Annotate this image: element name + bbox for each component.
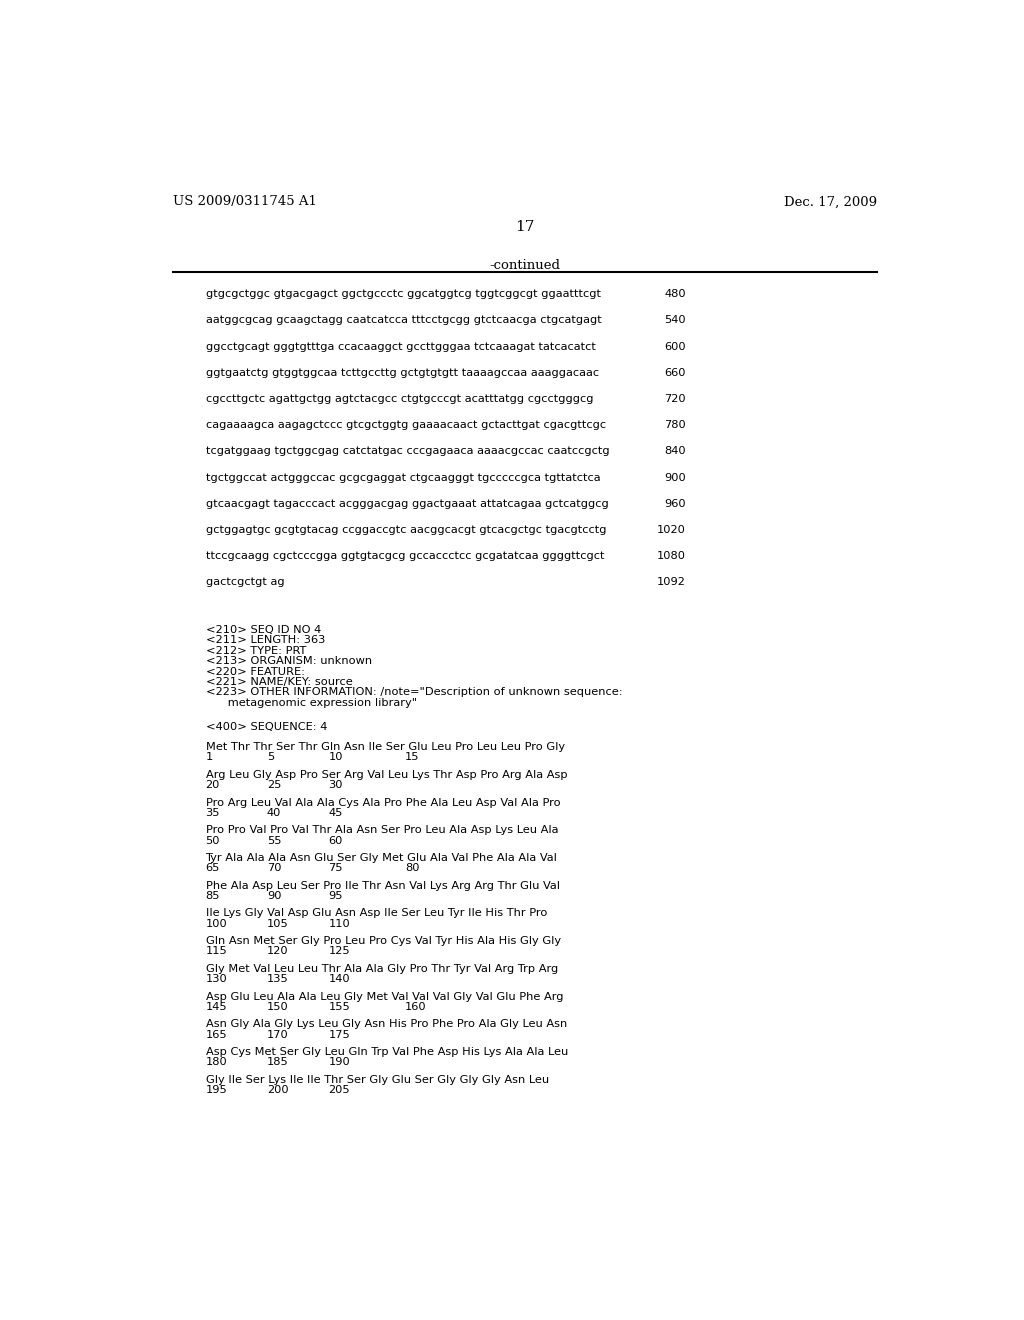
Text: 170: 170 [267,1030,289,1040]
Text: 185: 185 [267,1057,289,1068]
Text: 65: 65 [206,863,220,874]
Text: <210> SEQ ID NO 4: <210> SEQ ID NO 4 [206,626,321,635]
Text: Gln Asn Met Ser Gly Pro Leu Pro Cys Val Tyr His Ala His Gly Gly: Gln Asn Met Ser Gly Pro Leu Pro Cys Val … [206,936,560,946]
Text: aatggcgcag gcaagctagg caatcatcca tttcctgcgg gtctcaacga ctgcatgagt: aatggcgcag gcaagctagg caatcatcca tttcctg… [206,315,601,326]
Text: 35: 35 [206,808,220,818]
Text: <221> NAME/KEY: source: <221> NAME/KEY: source [206,677,352,686]
Text: 155: 155 [329,1002,350,1012]
Text: 145: 145 [206,1002,227,1012]
Text: 10: 10 [329,752,343,763]
Text: <220> FEATURE:: <220> FEATURE: [206,667,304,677]
Text: 115: 115 [206,946,227,957]
Text: 90: 90 [267,891,282,902]
Text: Ile Lys Gly Val Asp Glu Asn Asp Ile Ser Leu Tyr Ile His Thr Pro: Ile Lys Gly Val Asp Glu Asn Asp Ile Ser … [206,908,547,919]
Text: 165: 165 [206,1030,227,1040]
Text: <211> LENGTH: 363: <211> LENGTH: 363 [206,635,325,645]
Text: 40: 40 [267,808,282,818]
Text: Gly Ile Ser Lys Ile Ile Thr Ser Gly Glu Ser Gly Gly Gly Asn Leu: Gly Ile Ser Lys Ile Ile Thr Ser Gly Glu … [206,1074,549,1085]
Text: 130: 130 [206,974,227,985]
Text: 960: 960 [665,499,686,508]
Text: Asn Gly Ala Gly Lys Leu Gly Asn His Pro Phe Pro Ala Gly Leu Asn: Asn Gly Ala Gly Lys Leu Gly Asn His Pro … [206,1019,566,1030]
Text: Gly Met Val Leu Leu Thr Ala Ala Gly Pro Thr Tyr Val Arg Trp Arg: Gly Met Val Leu Leu Thr Ala Ala Gly Pro … [206,964,558,974]
Text: gtgcgctggc gtgacgagct ggctgccctc ggcatggtcg tggtcggcgt ggaatttcgt: gtgcgctggc gtgacgagct ggctgccctc ggcatgg… [206,289,600,300]
Text: 780: 780 [665,420,686,430]
Text: 30: 30 [329,780,343,791]
Text: cgccttgctc agattgctgg agtctacgcc ctgtgcccgt acatttatgg cgcctgggcg: cgccttgctc agattgctgg agtctacgcc ctgtgcc… [206,395,593,404]
Text: 720: 720 [665,395,686,404]
Text: gctggagtgc gcgtgtacag ccggaccgtc aacggcacgt gtcacgctgc tgacgtcctg: gctggagtgc gcgtgtacag ccggaccgtc aacggca… [206,525,606,535]
Text: 15: 15 [404,752,420,763]
Text: 1080: 1080 [657,552,686,561]
Text: Tyr Ala Ala Ala Asn Glu Ser Gly Met Glu Ala Val Phe Ala Ala Val: Tyr Ala Ala Ala Asn Glu Ser Gly Met Glu … [206,853,557,863]
Text: gtcaacgagt tagacccact acgggacgag ggactgaaat attatcagaa gctcatggcg: gtcaacgagt tagacccact acgggacgag ggactga… [206,499,608,508]
Text: Arg Leu Gly Asp Pro Ser Arg Val Leu Lys Thr Asp Pro Arg Ala Asp: Arg Leu Gly Asp Pro Ser Arg Val Leu Lys … [206,770,567,780]
Text: 85: 85 [206,891,220,902]
Text: 1: 1 [206,752,213,763]
Text: 95: 95 [329,891,343,902]
Text: Met Thr Thr Ser Thr Gln Asn Ile Ser Glu Leu Pro Leu Leu Pro Gly: Met Thr Thr Ser Thr Gln Asn Ile Ser Glu … [206,742,564,752]
Text: 100: 100 [206,919,227,929]
Text: 20: 20 [206,780,220,791]
Text: 125: 125 [329,946,350,957]
Text: 5: 5 [267,752,274,763]
Text: 17: 17 [515,220,535,234]
Text: 190: 190 [329,1057,350,1068]
Text: 55: 55 [267,836,282,846]
Text: 75: 75 [329,863,343,874]
Text: ggcctgcagt gggtgtttga ccacaaggct gccttgggaa tctcaaagat tatcacatct: ggcctgcagt gggtgtttga ccacaaggct gccttgg… [206,342,595,351]
Text: 195: 195 [206,1085,227,1096]
Text: US 2009/0311745 A1: US 2009/0311745 A1 [173,195,316,209]
Text: 600: 600 [665,342,686,351]
Text: tgctggccat actgggccac gcgcgaggat ctgcaagggt tgcccccgca tgttatctca: tgctggccat actgggccac gcgcgaggat ctgcaag… [206,473,600,483]
Text: 180: 180 [206,1057,227,1068]
Text: 140: 140 [329,974,350,985]
Text: -continued: -continued [489,259,560,272]
Text: 60: 60 [329,836,343,846]
Text: 900: 900 [665,473,686,483]
Text: 120: 120 [267,946,289,957]
Text: Dec. 17, 2009: Dec. 17, 2009 [783,195,877,209]
Text: gactcgctgt ag: gactcgctgt ag [206,577,284,587]
Text: tcgatggaag tgctggcgag catctatgac cccgagaaca aaaacgccac caatccgctg: tcgatggaag tgctggcgag catctatgac cccgaga… [206,446,609,457]
Text: <223> OTHER INFORMATION: /note="Description of unknown sequence:: <223> OTHER INFORMATION: /note="Descript… [206,688,623,697]
Text: 840: 840 [665,446,686,457]
Text: metagenomic expression library": metagenomic expression library" [206,698,417,708]
Text: 540: 540 [665,315,686,326]
Text: 110: 110 [329,919,350,929]
Text: 480: 480 [665,289,686,300]
Text: 45: 45 [329,808,343,818]
Text: 150: 150 [267,1002,289,1012]
Text: <212> TYPE: PRT: <212> TYPE: PRT [206,645,306,656]
Text: Pro Pro Val Pro Val Thr Ala Asn Ser Pro Leu Ala Asp Lys Leu Ala: Pro Pro Val Pro Val Thr Ala Asn Ser Pro … [206,825,558,836]
Text: 1092: 1092 [657,577,686,587]
Text: 25: 25 [267,780,282,791]
Text: cagaaaagca aagagctccc gtcgctggtg gaaaacaact gctacttgat cgacgttcgc: cagaaaagca aagagctccc gtcgctggtg gaaaaca… [206,420,605,430]
Text: Asp Cys Met Ser Gly Leu Gln Trp Val Phe Asp His Lys Ala Ala Leu: Asp Cys Met Ser Gly Leu Gln Trp Val Phe … [206,1047,567,1057]
Text: 135: 135 [267,974,289,985]
Text: 80: 80 [404,863,420,874]
Text: <213> ORGANISM: unknown: <213> ORGANISM: unknown [206,656,372,667]
Text: 50: 50 [206,836,220,846]
Text: 105: 105 [267,919,289,929]
Text: 205: 205 [329,1085,350,1096]
Text: 160: 160 [404,1002,427,1012]
Text: 175: 175 [329,1030,350,1040]
Text: Phe Ala Asp Leu Ser Pro Ile Thr Asn Val Lys Arg Arg Thr Glu Val: Phe Ala Asp Leu Ser Pro Ile Thr Asn Val … [206,880,559,891]
Text: Asp Glu Leu Ala Ala Leu Gly Met Val Val Val Gly Val Glu Phe Arg: Asp Glu Leu Ala Ala Leu Gly Met Val Val … [206,991,563,1002]
Text: 200: 200 [267,1085,289,1096]
Text: <400> SEQUENCE: 4: <400> SEQUENCE: 4 [206,722,327,733]
Text: ggtgaatctg gtggtggcaa tcttgccttg gctgtgtgtt taaaagccaa aaaggacaac: ggtgaatctg gtggtggcaa tcttgccttg gctgtgt… [206,368,599,378]
Text: 1020: 1020 [657,525,686,535]
Text: Pro Arg Leu Val Ala Ala Cys Ala Pro Phe Ala Leu Asp Val Ala Pro: Pro Arg Leu Val Ala Ala Cys Ala Pro Phe … [206,797,560,808]
Text: 70: 70 [267,863,282,874]
Text: 660: 660 [665,368,686,378]
Text: ttccgcaagg cgctcccgga ggtgtacgcg gccaccctcc gcgatatcaa ggggttcgct: ttccgcaagg cgctcccgga ggtgtacgcg gccaccc… [206,552,604,561]
